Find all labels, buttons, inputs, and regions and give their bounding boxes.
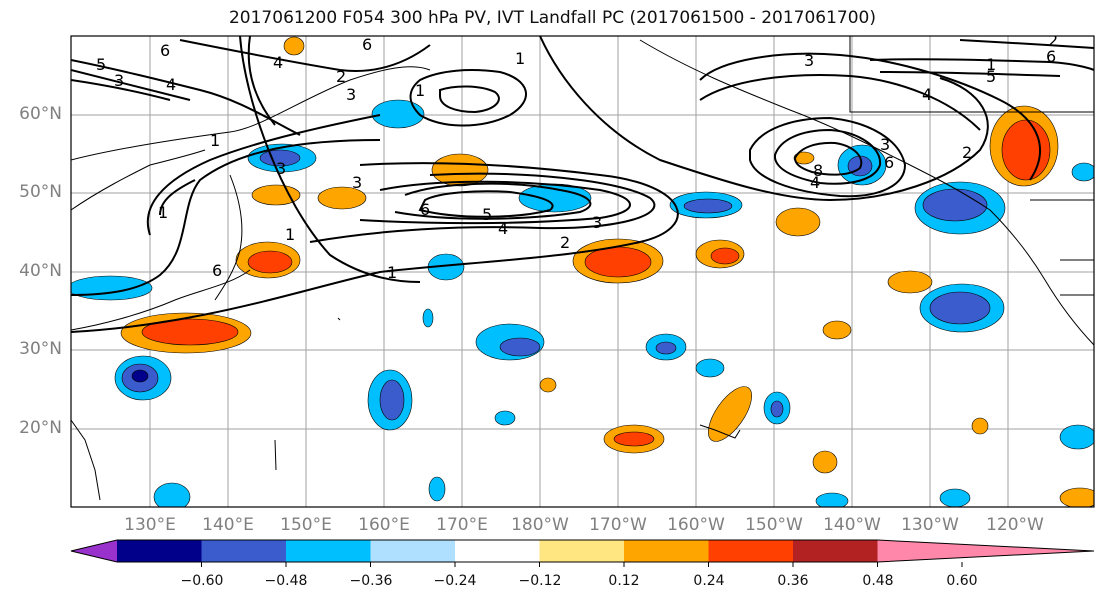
lon-label: 160°W — [667, 515, 725, 535]
colorbar-tick-label: −0.36 — [349, 573, 393, 589]
contour-label: 6 — [884, 153, 894, 172]
colorbar-segment — [793, 540, 878, 562]
contour-label: 1 — [158, 203, 168, 222]
colorbar-segment — [708, 540, 794, 562]
lon-label: 170°E — [436, 515, 488, 535]
colorbar-segment — [286, 540, 371, 562]
contour-label-group: 6 6 5 3 4 3 1 1 4 2 1 3 1 6 5 4 3 2 1 3 … — [96, 31, 1058, 282]
contour-label: 6 — [362, 35, 372, 54]
colorbar-segment — [370, 540, 456, 562]
contour-label: 1 — [210, 131, 220, 150]
contour-label: 5 — [482, 205, 492, 224]
contour-label: 6 — [1046, 47, 1056, 66]
contour-label: 3 — [352, 173, 362, 192]
lon-label: 130°E — [124, 515, 176, 535]
contour-label: 5 — [96, 55, 106, 74]
lon-label: 150°W — [745, 515, 803, 535]
contour-label: 2 — [1048, 31, 1058, 50]
contour-label: 4 — [166, 75, 176, 94]
contour-label: 4 — [922, 85, 932, 104]
contour-label: 5 — [986, 67, 996, 86]
contour-label: 8 — [813, 161, 823, 180]
contour-label: 1 — [387, 263, 397, 282]
lat-label: 20°N — [19, 418, 62, 438]
colorbar-tick-label: 0.24 — [693, 573, 725, 589]
contour-label: 2 — [560, 233, 570, 252]
lon-label: 170°W — [589, 515, 647, 535]
contour-label: 2 — [962, 143, 972, 162]
contour-label: 4 — [498, 219, 508, 238]
lat-label: 50°N — [19, 182, 62, 202]
colorbar-extend-high — [877, 540, 1094, 562]
lon-label: 180°W — [511, 515, 569, 535]
contour-label: 3 — [114, 71, 124, 90]
lon-label: 140°W — [823, 515, 881, 535]
contour-label: 1 — [415, 81, 425, 100]
colorbar-segment — [117, 540, 202, 562]
contour-label: 6 — [212, 261, 222, 280]
colorbar-tick-label: −0.12 — [518, 573, 562, 589]
lon-label: 150°E — [280, 515, 332, 535]
contour-label: 3 — [880, 135, 890, 154]
contour-label: 6 — [160, 41, 170, 60]
contour-label: 4 — [273, 53, 283, 72]
colorbar-segment — [455, 540, 540, 562]
lon-label: 130°W — [901, 515, 959, 535]
colorbar-outline — [70, 539, 1095, 563]
colorbar-segment — [539, 540, 625, 562]
lon-label: 160°E — [358, 515, 410, 535]
colorbar-segment — [201, 540, 287, 562]
lon-label: 120°W — [986, 515, 1044, 535]
lat-label: 40°N — [19, 261, 62, 281]
contour-label: 1 — [515, 49, 525, 68]
contour-label: 3 — [276, 159, 286, 178]
lat-label: 30°N — [19, 339, 62, 359]
ivt-positive-anomalies — [120, 36, 1094, 507]
lon-label: 140°E — [202, 515, 254, 535]
lat-label: 60°N — [19, 104, 62, 124]
contour-label: 3 — [804, 51, 814, 70]
colorbar-segment — [624, 540, 709, 562]
ivt-negative-anomalies — [71, 99, 1094, 507]
colorbar-tick-label: −0.48 — [264, 573, 308, 589]
pv-contours — [71, 36, 1094, 333]
colorbar-tick-label: −0.24 — [433, 573, 477, 589]
contour-label: 2 — [336, 67, 346, 86]
colorbar-tick-label: 0.48 — [862, 573, 894, 589]
chart-title: 2017061200 F054 300 hPa PV, IVT Landfall… — [228, 8, 876, 28]
contour-label: 3 — [346, 85, 356, 104]
colorbar-tick-label: 0.12 — [608, 573, 640, 589]
contour-label: 3 — [592, 213, 602, 232]
colorbar-tick-label: 0.60 — [946, 573, 978, 589]
colorbar — [70, 539, 1095, 567]
contour-label: 1 — [986, 55, 996, 74]
colorbar-tick-label: 0.36 — [777, 573, 809, 589]
colorbar-extend-low — [71, 540, 117, 562]
contour-label: 6 — [420, 200, 430, 219]
colorbar-tick-label: −0.60 — [180, 573, 224, 589]
contour-label: 4 — [810, 173, 820, 192]
map-frame — [70, 35, 1095, 508]
contour-label: 1 — [285, 225, 295, 244]
